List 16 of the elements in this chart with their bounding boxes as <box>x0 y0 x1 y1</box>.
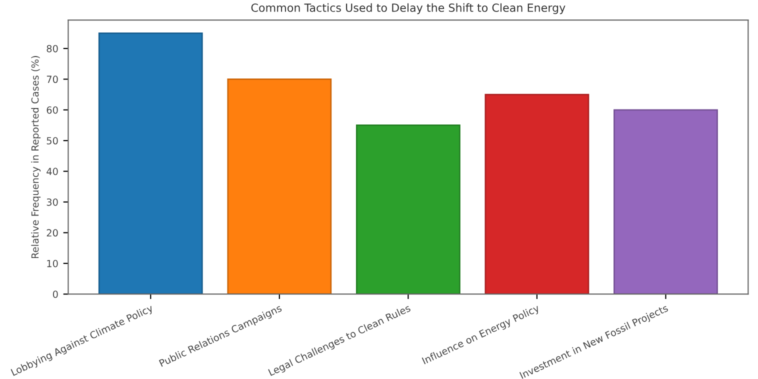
y-axis-title: Relative Frequency in Reported Cases (%) <box>31 56 41 258</box>
y-tick-label: 30 <box>46 198 58 206</box>
bar <box>356 124 460 294</box>
y-tick-label: 10 <box>47 260 58 268</box>
y-tick-label: 70 <box>46 76 58 84</box>
y-tick-label: 50 <box>46 137 58 144</box>
y-tick-label: 0 <box>52 290 58 298</box>
chart-title: Common Tactics Used to Delay the Shift to Clean Energy <box>251 3 566 14</box>
bar <box>484 94 590 294</box>
bar <box>614 109 718 294</box>
y-tick-label: 20 <box>46 229 58 237</box>
bar <box>98 32 203 294</box>
y-tick-label: 60 <box>46 106 58 114</box>
bar <box>227 78 332 294</box>
y-tick-label: 80 <box>46 44 58 52</box>
y-tick-label: 40 <box>46 168 58 176</box>
